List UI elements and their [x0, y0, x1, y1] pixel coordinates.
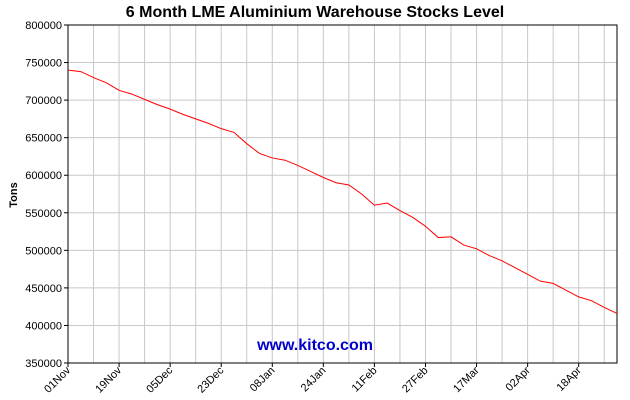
y-tick-label: 550000	[25, 208, 62, 220]
watermark: www.kitco.com	[256, 337, 373, 354]
x-tick-label: 05Dec	[144, 364, 175, 395]
x-tick-label: 08Jan	[248, 365, 278, 395]
y-tick-label: 700000	[25, 95, 62, 107]
x-tick-label: 27Feb	[400, 365, 431, 396]
data-line	[67, 69, 618, 314]
x-tick-label: 18Apr	[555, 364, 584, 393]
plot-border	[67, 24, 618, 364]
chart-title: 6 Month LME Aluminium Warehouse Stocks L…	[126, 4, 504, 21]
x-tick-label: 19Nov	[93, 364, 124, 395]
y-tick-label: 500000	[25, 245, 62, 257]
x-tick-label: 24Jan	[299, 365, 329, 395]
x-tick-label: 11Feb	[350, 365, 380, 395]
y-tick-label: 750000	[25, 58, 62, 70]
y-axis-label: Tons	[8, 182, 20, 207]
plot-area	[68, 25, 617, 363]
y-tick-label: 650000	[25, 133, 62, 145]
x-tick-label: 17Mar	[451, 364, 482, 395]
y-tick-label: 600000	[25, 170, 62, 182]
y-tick-label: 400000	[25, 320, 62, 332]
y-tick-label: 350000	[25, 358, 62, 370]
x-tick-label: 02Apr	[504, 364, 533, 393]
y-tick-label: 450000	[25, 283, 62, 295]
y-tick-label: 800000	[25, 20, 62, 32]
x-tick-label: 23Dec	[195, 364, 226, 395]
